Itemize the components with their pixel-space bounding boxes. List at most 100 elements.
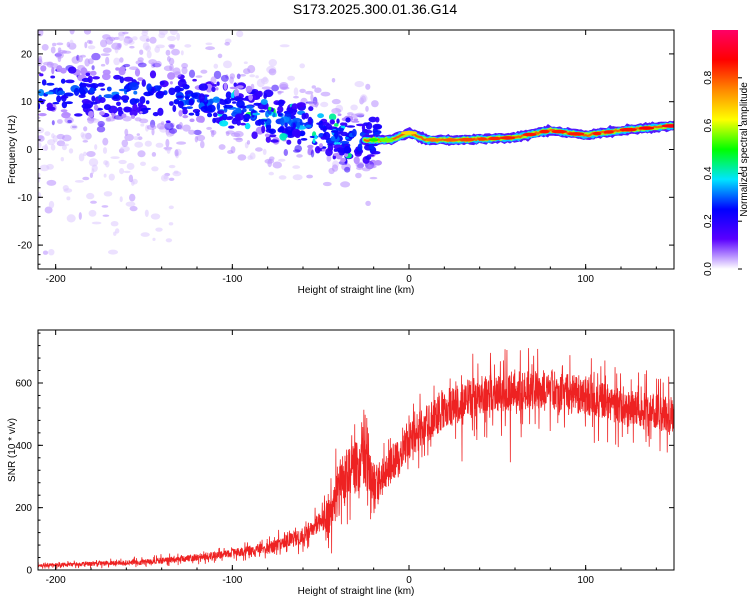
x-tick-label-2: -100: [222, 575, 242, 586]
spectrogram-blob: [344, 145, 351, 154]
spectrogram-blob: [178, 122, 183, 130]
spectrogram-blob: [296, 154, 303, 158]
spectrogram-blob: [308, 106, 314, 112]
spectrogram-blob: [283, 149, 288, 156]
spectrogram-blob: [91, 65, 95, 70]
spectrogram-blob: [268, 106, 272, 111]
ridge-hotspot: [638, 126, 655, 130]
spectrogram-blob: [74, 180, 84, 183]
spectrogram-blob: [129, 45, 135, 49]
spectrogram-blob: [103, 94, 114, 99]
spectrogram-blob: [129, 109, 138, 117]
spectrogram-blob: [56, 65, 63, 73]
spectrogram-blob: [129, 205, 138, 212]
ridge-hotspot: [477, 137, 487, 141]
spectrogram-blob: [121, 113, 127, 118]
spectrogram-blob: [78, 212, 82, 220]
spectrogram-blob: [231, 119, 238, 125]
spectrogram-blob: [331, 78, 336, 83]
spectrogram-blob: [195, 111, 200, 117]
spectrogram-blob: [88, 110, 94, 118]
spectrogram-blob: [307, 116, 313, 125]
spectrogram-blob: [198, 93, 205, 102]
spectrogram-blob: [44, 131, 51, 137]
spectrogram-blob: [144, 140, 152, 147]
spectrogram-blob: [115, 228, 120, 234]
spectrogram-blob: [299, 63, 306, 69]
spectrogram-blob: [100, 63, 106, 67]
spectrogram-blob: [93, 25, 96, 29]
spectrogram-blob: [261, 86, 272, 90]
y-tick-label-2: 0: [26, 566, 32, 577]
ridge-hotspot: [401, 131, 418, 135]
y-tick-label-1: -10: [18, 193, 33, 204]
spectrogram-blob: [361, 124, 366, 131]
spectrogram-blob: [91, 95, 96, 102]
spectrogram-blob: [91, 221, 102, 225]
x-tick-label-1: 0: [406, 274, 412, 285]
spectrogram-blob: [368, 116, 377, 123]
spectrogram-blob: [155, 0, 161, 7]
spectrogram-blob: [181, 62, 189, 69]
y-tick-label-1: -20: [18, 241, 33, 252]
spectrogram-blob: [105, 17, 114, 24]
spectrogram-blob: [93, 104, 99, 111]
spectrogram-blob: [81, 103, 92, 109]
spectrogram-blob: [100, 39, 108, 48]
spectrogram-blob: [133, 136, 140, 141]
spectrogram-blob: [47, 14, 50, 21]
spectrogram-blob: [309, 100, 319, 108]
spectrogram-blob: [81, 99, 91, 104]
spectrogram-blob: [89, 87, 95, 94]
spectrogram-blob: [53, 5, 61, 10]
spectrogram-blob: [115, 16, 119, 22]
ridge-hotspot: [539, 129, 550, 134]
spectrogram-blob: [346, 125, 356, 128]
spectrogram-blob: [344, 166, 351, 173]
spectrogram-blob: [89, 40, 93, 45]
spectrogram-blob: [265, 118, 272, 126]
spectrogram-blob: [310, 93, 314, 102]
spectrogram-blob: [293, 149, 301, 153]
spectrogram-blob: [165, 238, 173, 243]
spectrogram-blob: [177, 79, 187, 88]
spectrogram-blob: [151, 152, 157, 157]
spectrogram-blob: [116, 101, 121, 107]
spectrogram-blob: [251, 131, 258, 139]
spectrogram-blob: [167, 0, 174, 3]
spectrogram-blob: [113, 4, 118, 7]
x-tick-label-1: -100: [222, 274, 242, 285]
spectrogram-blob: [262, 148, 267, 155]
spectrogram-blob: [365, 200, 371, 206]
spectrogram-blob: [371, 100, 379, 108]
spectrogram-blob: [51, 120, 55, 126]
spectrogram-blob: [307, 144, 314, 149]
spectrogram-blob: [267, 159, 273, 168]
spectrogram-blob: [240, 122, 246, 126]
spectrogram-blob: [340, 157, 346, 163]
spectrogram-blob: [119, 196, 123, 203]
spectrogram-blob: [65, 101, 73, 105]
spectrogram-blob: [174, 85, 182, 93]
spectrogram-blob: [132, 103, 138, 112]
spectrogram-blob: [227, 116, 234, 119]
spectrogram-blob: [224, 98, 232, 105]
spectrogram-blob: [174, 149, 179, 157]
spectrogram-blob: [292, 165, 301, 169]
spectrogram-blob: [365, 83, 371, 90]
spectrogram-blob: [328, 113, 337, 121]
spectrogram-blob: [40, 4, 43, 11]
spectrogram-blob: [123, 106, 131, 113]
spectrogram-blob: [46, 163, 54, 170]
spectrogram-blob: [368, 164, 376, 169]
spectrogram-blob: [149, 36, 157, 44]
spectrogram-blob: [220, 74, 229, 82]
spectrogram-blob: [126, 162, 135, 170]
spectrogram-blob: [269, 156, 275, 161]
spectrogram-blob: [296, 120, 300, 129]
spectrogram-blob: [329, 119, 335, 125]
spectrogram-blob: [86, 192, 95, 200]
spectrogram-blob: [166, 132, 173, 138]
spectrogram-blob: [106, 86, 112, 92]
spectrogram-blob: [86, 17, 91, 22]
